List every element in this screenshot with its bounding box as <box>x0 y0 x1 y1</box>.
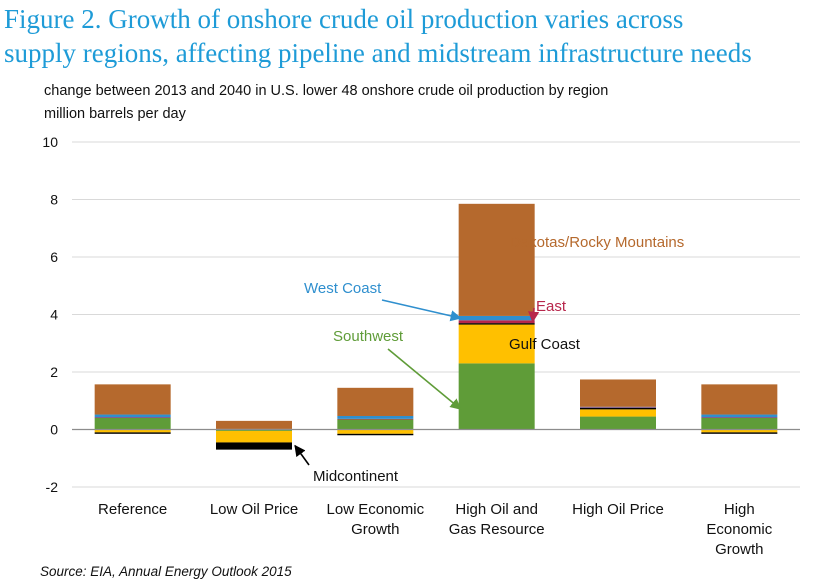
annotation-dakotas-rocky-mountains: Dakotas/Rocky Mountains <box>510 234 684 251</box>
x-category-label: High <box>724 501 755 518</box>
bar-segment <box>458 323 535 325</box>
bar-segment <box>216 420 292 429</box>
annotation-gulf-coast: Gulf Coast <box>509 336 581 353</box>
chart-subtitle: change between 2013 and 2040 in U.S. low… <box>44 80 608 126</box>
chart-title-line-2: supply regions, affecting pipeline and m… <box>4 38 752 68</box>
y-tick-label: 6 <box>50 249 58 265</box>
bar-segment <box>580 379 656 407</box>
bar-segment <box>337 387 414 416</box>
bar-segment <box>458 363 535 430</box>
bar-segment <box>337 433 414 436</box>
chart-units-label: million barrels per day <box>44 106 186 122</box>
y-tick-label: 4 <box>50 307 58 323</box>
y-tick-label: 0 <box>50 422 58 438</box>
bar-segment <box>94 418 171 430</box>
annotation-west-coast: West Coast <box>304 280 382 297</box>
x-category-label: Reference <box>98 501 167 518</box>
x-category-label: Economic <box>706 521 772 538</box>
bar-segment <box>701 417 778 419</box>
bar-segment <box>94 429 171 433</box>
y-tick-label: 8 <box>50 192 58 208</box>
bar-segment <box>458 324 535 364</box>
bar-segment <box>701 414 778 418</box>
bar-segment <box>701 418 778 430</box>
bar-segment <box>337 415 414 419</box>
x-category-label: Low Economic <box>327 501 425 518</box>
bar-segment <box>580 407 656 408</box>
x-category-label: High Oil and <box>455 501 538 518</box>
bar-segment <box>458 315 535 321</box>
x-category-label: High Oil Price <box>572 501 664 518</box>
source-note: Source: EIA, Annual Energy Outlook 2015 <box>40 564 292 579</box>
x-category-label: Gas Resource <box>449 521 545 538</box>
bar-segment <box>580 409 656 417</box>
annotation-midcontinent: Midcontinent <box>313 468 399 485</box>
bar-segment <box>580 406 656 408</box>
chart-subtitle-line-1: change between 2013 and 2040 in U.S. low… <box>44 83 609 99</box>
bar-segment <box>216 430 292 443</box>
bar-segment <box>458 320 535 324</box>
bar-segment <box>337 429 414 434</box>
bar-segment <box>216 442 292 450</box>
bar-segment <box>458 203 535 316</box>
x-category-label: Low Oil Price <box>210 501 298 518</box>
x-category-label: Growth <box>351 521 399 538</box>
east-arrow <box>528 307 540 323</box>
bar-segment <box>216 429 292 431</box>
chart-title-line-1: Figure 2. Growth of onshore crude oil pr… <box>4 4 684 34</box>
chart-title: Figure 2. Growth of onshore crude oil pr… <box>4 2 824 70</box>
y-tick-label: 2 <box>50 364 58 380</box>
bar-segment <box>701 432 778 434</box>
midcontinent-arrow <box>294 444 310 466</box>
x-category-label: Growth <box>715 541 763 558</box>
bar-segment <box>337 419 414 430</box>
bar-segment <box>94 432 171 434</box>
bar-segment <box>337 418 414 420</box>
southwest-arrow <box>387 348 462 410</box>
annotation-east: East <box>536 298 567 315</box>
bar-segment <box>701 429 778 433</box>
bar-segment <box>94 417 171 419</box>
bar-segment <box>580 407 656 410</box>
bar-segment <box>94 384 171 415</box>
bar-segment <box>580 416 656 430</box>
annotation-southwest: Southwest <box>333 328 404 345</box>
west-coast-arrow <box>381 299 462 322</box>
bar-segment <box>94 414 171 418</box>
y-tick-label: -2 <box>46 479 59 495</box>
y-tick-label: 10 <box>42 134 58 150</box>
bar-segment <box>701 384 778 415</box>
